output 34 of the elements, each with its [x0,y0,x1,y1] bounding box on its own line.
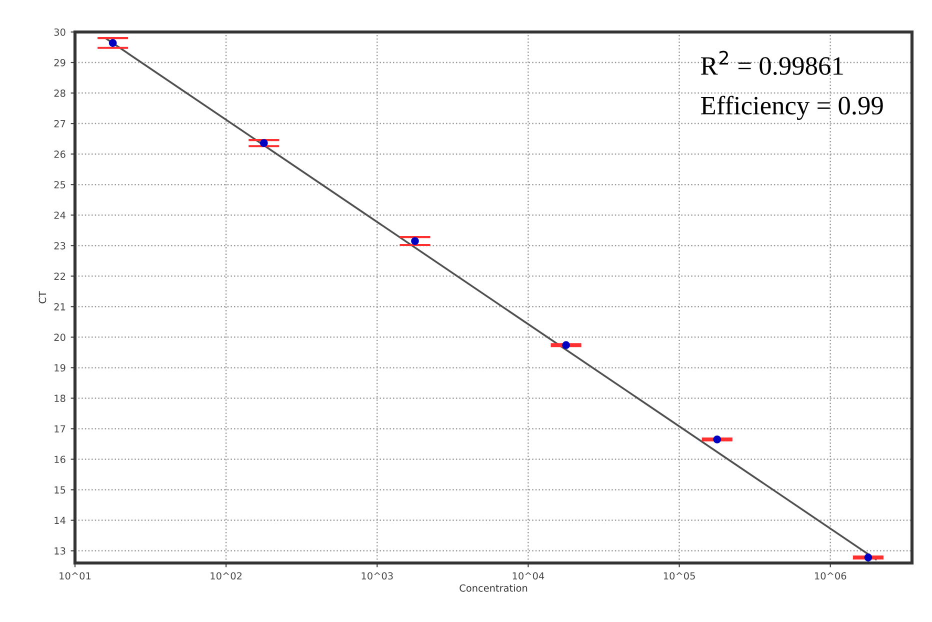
y-tick-label: 23 [54,242,66,250]
y-tick-label: 28 [54,90,66,97]
y-tick-label: 18 [54,394,66,402]
y-tick-label: 20 [54,334,66,342]
x-tick-label: 10^03 [362,572,393,580]
y-tick-label: 27 [54,120,66,128]
y-tick-label: 29 [54,58,66,66]
x-axis-title: Concentration [460,584,528,592]
y-tick-label: 24 [54,212,66,219]
x-tick-label: 10^02 [210,572,242,580]
annotation: Efficiency = 0.99 [701,96,883,120]
y-axis-title: CT [38,291,46,304]
x-tick-label: 10^01 [60,572,91,580]
x-tick-label: 10^05 [664,572,695,580]
point [562,341,570,350]
y-tick-label: 13 [54,547,66,555]
y-tick-label: 14 [54,516,66,524]
y-tick-label: 30 [54,28,66,36]
point [108,39,117,47]
y-tick-label: 22 [54,272,65,280]
point [260,139,268,148]
point [713,435,722,444]
y-tick-label: 25 [54,181,66,188]
y-tick-label: 17 [54,425,66,432]
point [864,554,872,562]
x-tick-label: 10^06 [814,572,846,580]
point [411,237,419,245]
y-tick-label: 26 [54,150,66,158]
y-tick-label: 15 [54,486,66,494]
x-tick-label: 10^04 [512,572,544,580]
y-tick-label: 19 [54,364,66,372]
annotation: R$^{2}$ = 0.99861 [701,50,843,75]
y-tick-label: 21 [54,303,66,310]
y-tick-label: 16 [54,456,66,464]
